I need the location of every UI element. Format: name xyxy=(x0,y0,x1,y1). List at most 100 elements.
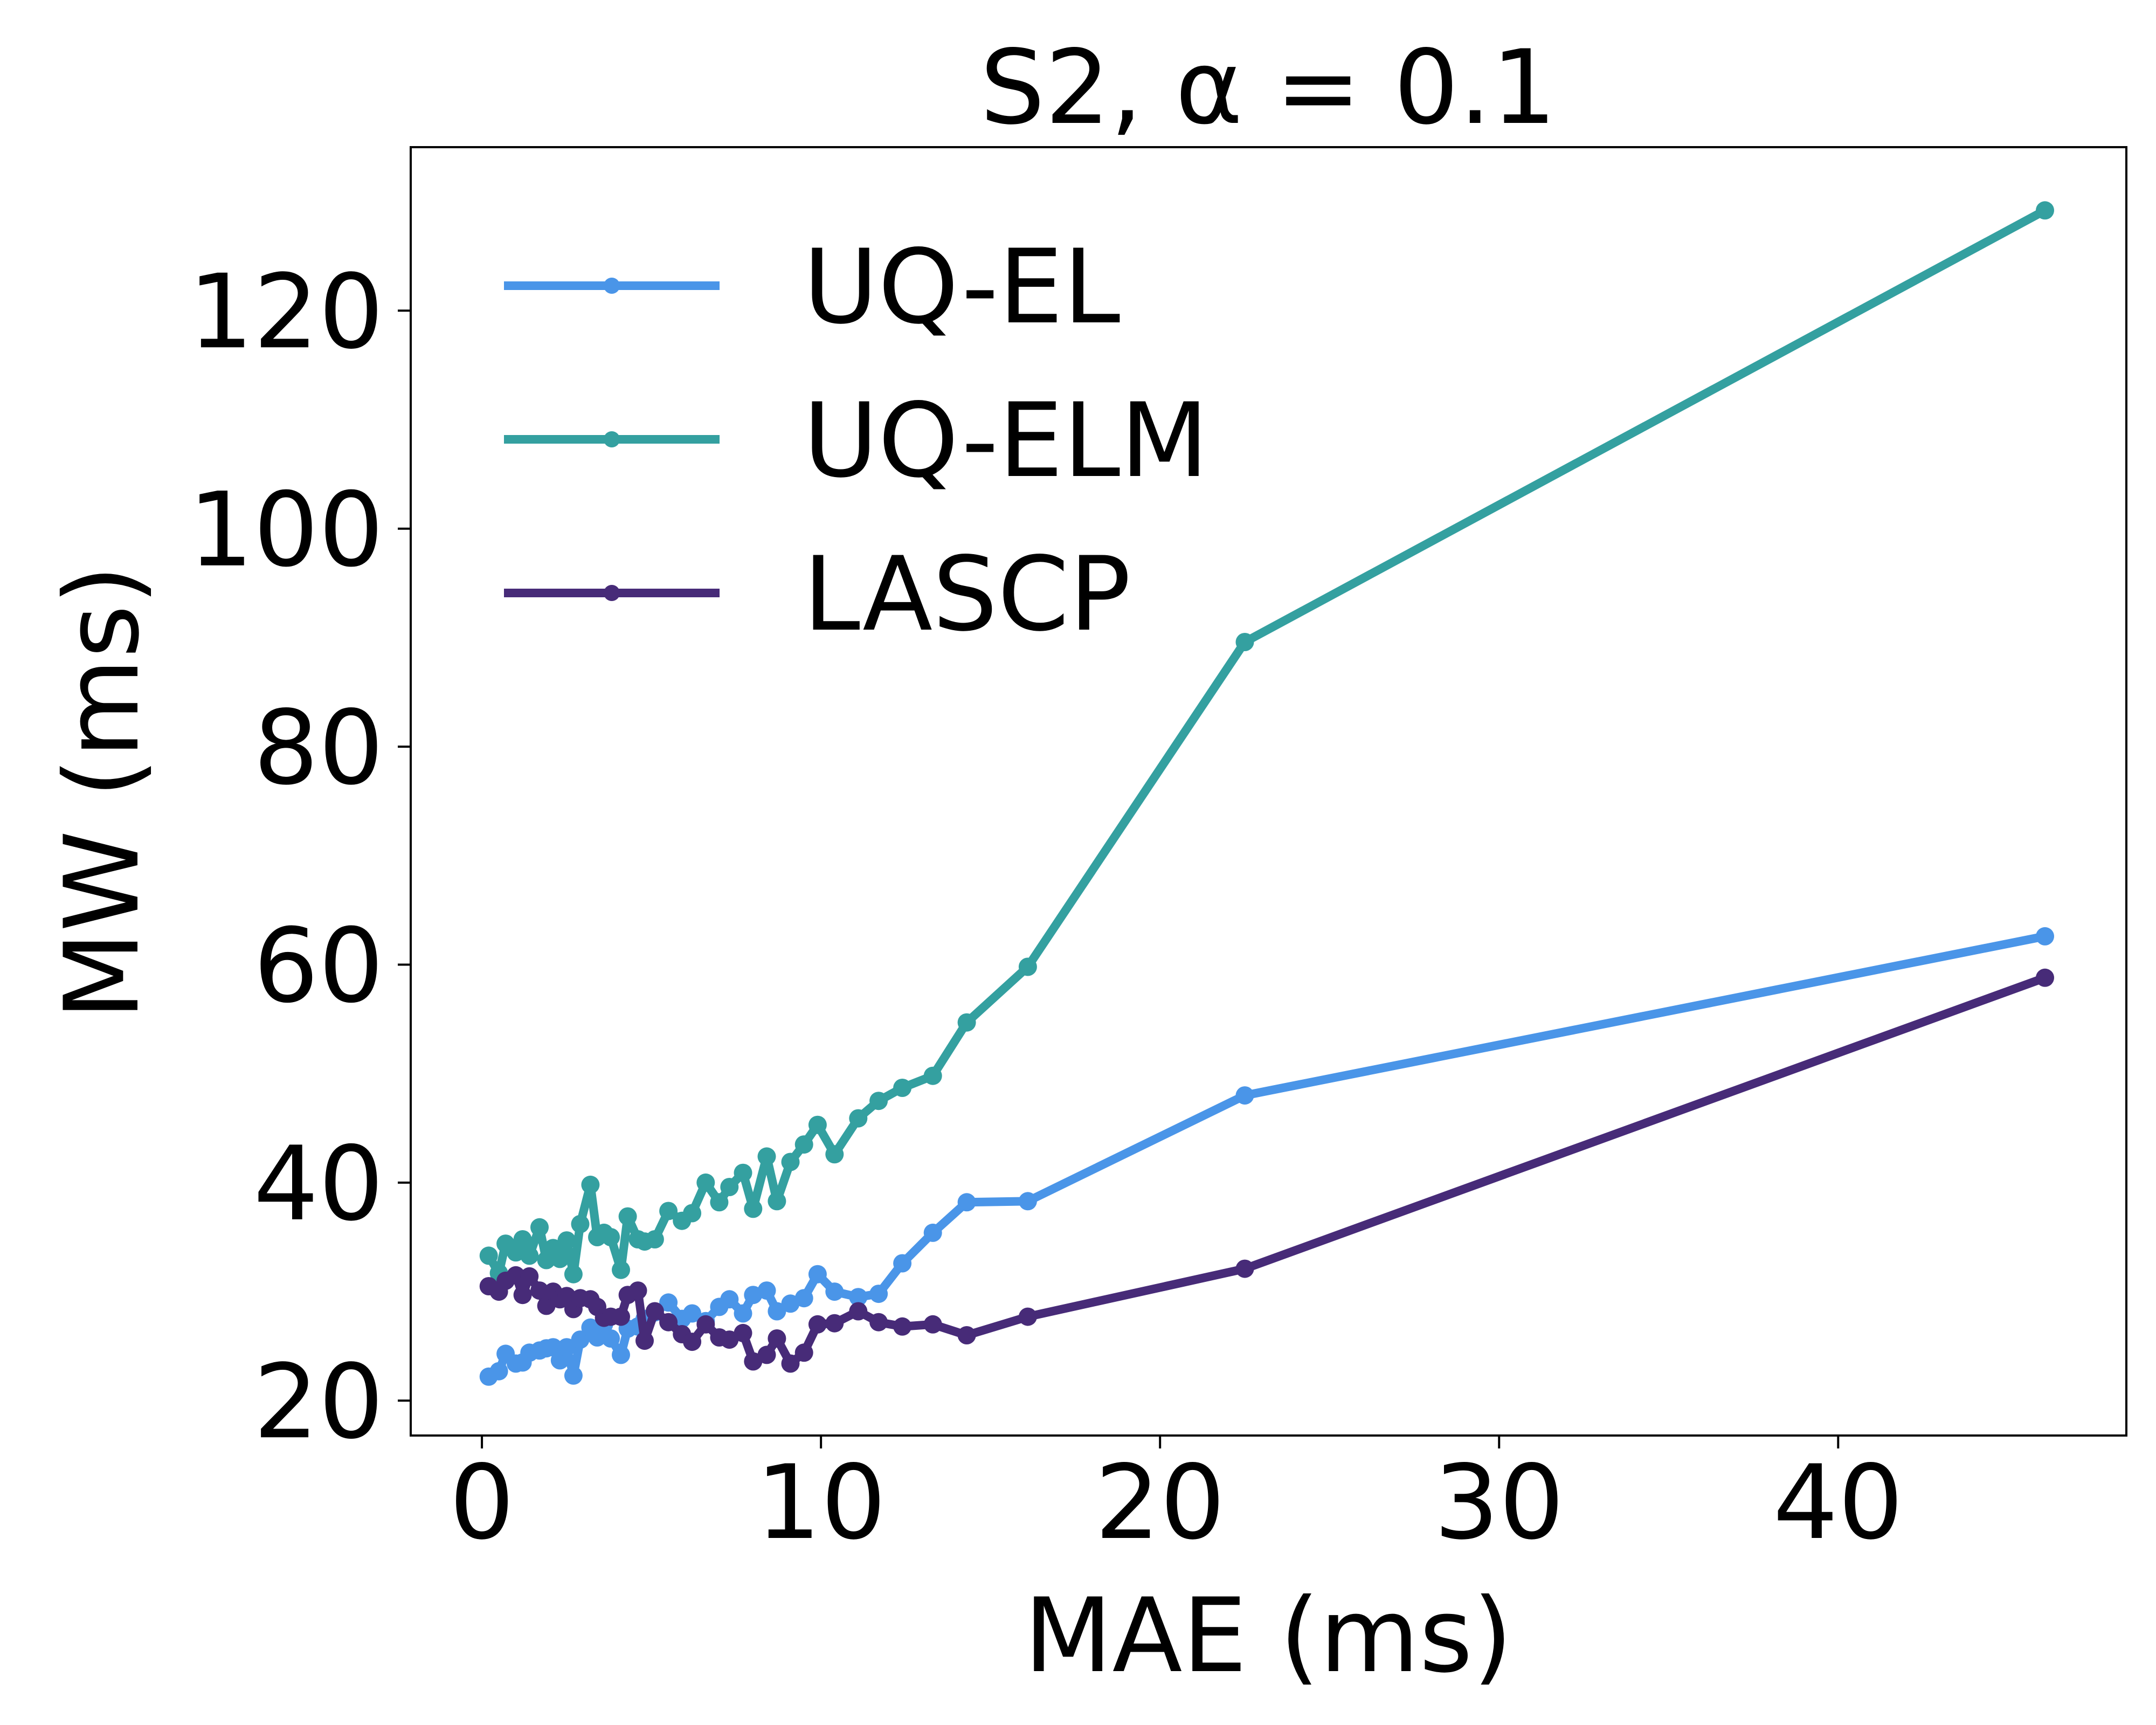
data-point xyxy=(530,1281,549,1300)
data-point xyxy=(794,1289,813,1308)
data-point xyxy=(612,1260,630,1279)
data-point xyxy=(683,1333,702,1351)
y-axis-label: MW (ms) xyxy=(43,565,162,1020)
data-point xyxy=(1018,1307,1037,1326)
data-point xyxy=(2036,968,2054,987)
data-point xyxy=(571,1215,590,1233)
data-point xyxy=(825,1314,844,1333)
data-point xyxy=(635,1331,654,1350)
data-point xyxy=(696,1315,715,1334)
data-point xyxy=(520,1246,539,1265)
data-point xyxy=(893,1317,912,1336)
data-point xyxy=(683,1304,702,1323)
data-point xyxy=(849,1288,868,1307)
data-point xyxy=(757,1281,776,1300)
x-axis-ticks: 0 10 20 30 40 xyxy=(450,1436,1903,1562)
data-point xyxy=(757,1147,776,1166)
data-point xyxy=(557,1231,576,1250)
data-point xyxy=(530,1218,549,1237)
legend-marker xyxy=(604,585,620,601)
legend-item-uq-el: UQ-EL xyxy=(504,227,1120,347)
data-point xyxy=(734,1163,752,1182)
y-tick-label: 100 xyxy=(188,471,384,590)
data-point xyxy=(550,1250,569,1268)
data-point xyxy=(720,1178,739,1196)
data-point xyxy=(683,1204,702,1223)
legend-label: UQ-ELM xyxy=(803,381,1208,500)
data-point xyxy=(893,1254,912,1273)
data-point xyxy=(957,1193,976,1212)
data-point xyxy=(1018,1192,1037,1211)
data-point xyxy=(1235,633,1254,651)
legend-label: LASCP xyxy=(803,535,1131,654)
data-point xyxy=(1235,1259,1254,1278)
x-tick-label: 20 xyxy=(1095,1443,1225,1562)
y-tick-label: 60 xyxy=(253,906,384,1025)
data-point xyxy=(734,1304,752,1323)
data-point xyxy=(808,1265,827,1284)
data-point xyxy=(602,1228,620,1246)
data-point xyxy=(734,1323,752,1342)
data-point xyxy=(659,1293,678,1312)
data-point xyxy=(645,1302,664,1321)
data-point xyxy=(768,1302,786,1321)
data-point xyxy=(696,1173,715,1192)
y-tick-label: 40 xyxy=(253,1124,384,1244)
data-point xyxy=(957,1013,976,1032)
x-tick-label: 10 xyxy=(756,1443,886,1562)
data-point xyxy=(564,1366,583,1385)
plot-area xyxy=(479,201,2054,1386)
data-point xyxy=(612,1346,630,1364)
data-point xyxy=(757,1346,776,1364)
x-axis-label: MAE (ms) xyxy=(1024,1576,1513,1695)
data-point xyxy=(602,1329,620,1348)
data-point xyxy=(659,1202,678,1220)
data-point xyxy=(2036,927,2054,946)
data-point xyxy=(923,1223,942,1242)
x-tick-label: 30 xyxy=(1434,1443,1564,1562)
data-point xyxy=(659,1313,678,1331)
data-point xyxy=(923,1066,942,1085)
y-tick-label: 120 xyxy=(188,252,384,371)
data-point xyxy=(744,1199,763,1218)
data-point xyxy=(564,1265,583,1284)
data-point xyxy=(557,1338,576,1357)
data-point xyxy=(808,1115,827,1134)
data-point xyxy=(645,1230,664,1248)
data-point xyxy=(513,1286,532,1305)
data-point xyxy=(618,1207,637,1226)
data-point xyxy=(923,1315,942,1334)
data-point xyxy=(612,1307,630,1326)
data-point xyxy=(1235,1086,1254,1105)
data-point xyxy=(2036,201,2054,220)
data-point xyxy=(768,1329,786,1348)
data-point xyxy=(869,1313,888,1331)
data-point xyxy=(537,1296,556,1315)
data-point xyxy=(744,1352,763,1371)
data-point xyxy=(489,1362,508,1381)
legend-item-uq-elm: UQ-ELM xyxy=(504,381,1208,500)
data-point xyxy=(710,1193,729,1212)
data-point xyxy=(1018,957,1037,976)
x-tick-label: 40 xyxy=(1773,1443,1903,1562)
x-tick-label: 0 xyxy=(450,1443,515,1562)
data-point xyxy=(781,1354,800,1373)
y-tick-label: 20 xyxy=(253,1342,384,1461)
legend-marker xyxy=(604,431,620,447)
data-point xyxy=(849,1302,868,1321)
data-point xyxy=(825,1282,844,1301)
data-point xyxy=(581,1175,600,1194)
data-point xyxy=(781,1153,800,1171)
data-point xyxy=(794,1135,813,1154)
data-point xyxy=(808,1315,827,1334)
data-point xyxy=(720,1290,739,1309)
series-lascp xyxy=(479,968,2054,1373)
data-point xyxy=(513,1230,532,1248)
data-point xyxy=(520,1267,539,1286)
data-point xyxy=(628,1281,647,1300)
data-point xyxy=(825,1145,844,1164)
legend-marker xyxy=(604,278,620,294)
legend-item-lascp: LASCP xyxy=(504,535,1131,654)
